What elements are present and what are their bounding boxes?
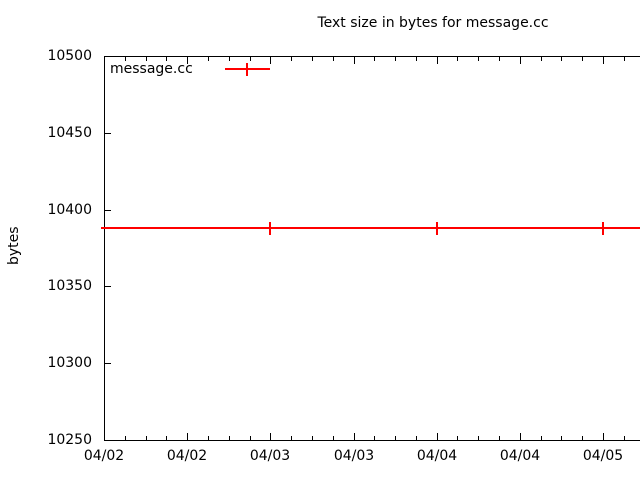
x-minor-tick: [561, 57, 562, 61]
x-minor-tick: [229, 57, 230, 61]
x-tick-label: 04/03: [249, 448, 291, 464]
legend-label: message.cc: [110, 61, 193, 77]
x-tick: [437, 433, 438, 440]
y-tick-label: 10450: [47, 125, 92, 141]
x-minor-tick: [166, 57, 167, 61]
x-minor-tick: [541, 57, 542, 61]
data-point-marker: [264, 227, 277, 229]
y-axis-title: bytes: [6, 226, 22, 265]
x-minor-tick: [478, 57, 479, 61]
y-tick-label: 10300: [47, 355, 92, 371]
y-tick-label: 10500: [47, 48, 92, 64]
x-minor-tick: [312, 57, 313, 61]
x-minor-tick: [457, 57, 458, 61]
y-tick: [105, 440, 111, 441]
chart-title: Text size in bytes for message.cc: [317, 15, 549, 31]
x-minor-tick: [374, 57, 375, 61]
x-tick-label: 04/03: [333, 448, 375, 464]
x-tick: [437, 57, 438, 64]
legend-plus-marker-icon: [246, 63, 248, 76]
x-tick-label: 04/02: [166, 448, 208, 464]
x-tick: [520, 57, 521, 64]
y-tick: [105, 363, 111, 364]
x-minor-tick: [541, 436, 542, 440]
data-point-marker: [597, 227, 610, 229]
x-minor-tick: [229, 436, 230, 440]
x-tick: [104, 433, 105, 440]
plot-border-bottom: [104, 440, 640, 441]
x-tick: [270, 57, 271, 64]
x-minor-tick: [250, 57, 251, 61]
x-minor-tick: [416, 436, 417, 440]
x-minor-tick: [146, 57, 147, 61]
x-tick: [270, 433, 271, 440]
y-tick: [105, 56, 111, 57]
x-minor-tick: [291, 57, 292, 61]
y-tick-label: 10400: [47, 202, 92, 218]
x-tick: [354, 433, 355, 440]
x-tick: [104, 57, 105, 64]
x-tick: [354, 57, 355, 64]
y-tick: [105, 286, 111, 287]
x-minor-tick: [312, 436, 313, 440]
x-minor-tick: [457, 436, 458, 440]
x-minor-tick: [166, 436, 167, 440]
series-line: [101, 227, 640, 229]
x-tick-label: 04/04: [499, 448, 541, 464]
x-minor-tick: [624, 436, 625, 440]
x-minor-tick: [333, 436, 334, 440]
x-minor-tick: [208, 57, 209, 61]
x-minor-tick: [416, 57, 417, 61]
x-minor-tick: [624, 57, 625, 61]
x-minor-tick: [208, 436, 209, 440]
data-point-marker: [431, 227, 444, 229]
x-minor-tick: [374, 436, 375, 440]
x-minor-tick: [395, 57, 396, 61]
x-minor-tick: [250, 436, 251, 440]
x-minor-tick: [146, 436, 147, 440]
plot-border-left: [104, 56, 105, 441]
x-tick: [603, 433, 604, 440]
y-tick-label: 10350: [47, 278, 92, 294]
x-tick-label: 04/05: [582, 448, 624, 464]
y-tick-label: 10250: [47, 432, 92, 448]
x-tick: [187, 433, 188, 440]
x-minor-tick: [478, 436, 479, 440]
x-tick: [520, 433, 521, 440]
x-minor-tick: [291, 436, 292, 440]
x-minor-tick: [561, 436, 562, 440]
x-minor-tick: [499, 57, 500, 61]
x-minor-tick: [582, 57, 583, 61]
x-minor-tick: [333, 57, 334, 61]
y-tick: [105, 133, 111, 134]
x-minor-tick: [499, 436, 500, 440]
x-tick-label: 04/04: [416, 448, 458, 464]
x-tick: [187, 57, 188, 64]
x-minor-tick: [125, 436, 126, 440]
x-minor-tick: [395, 436, 396, 440]
x-tick: [603, 57, 604, 64]
x-tick-label: 04/02: [83, 448, 125, 464]
plot-border-top: [104, 56, 640, 57]
x-minor-tick: [125, 57, 126, 61]
y-tick: [105, 210, 111, 211]
x-minor-tick: [582, 436, 583, 440]
